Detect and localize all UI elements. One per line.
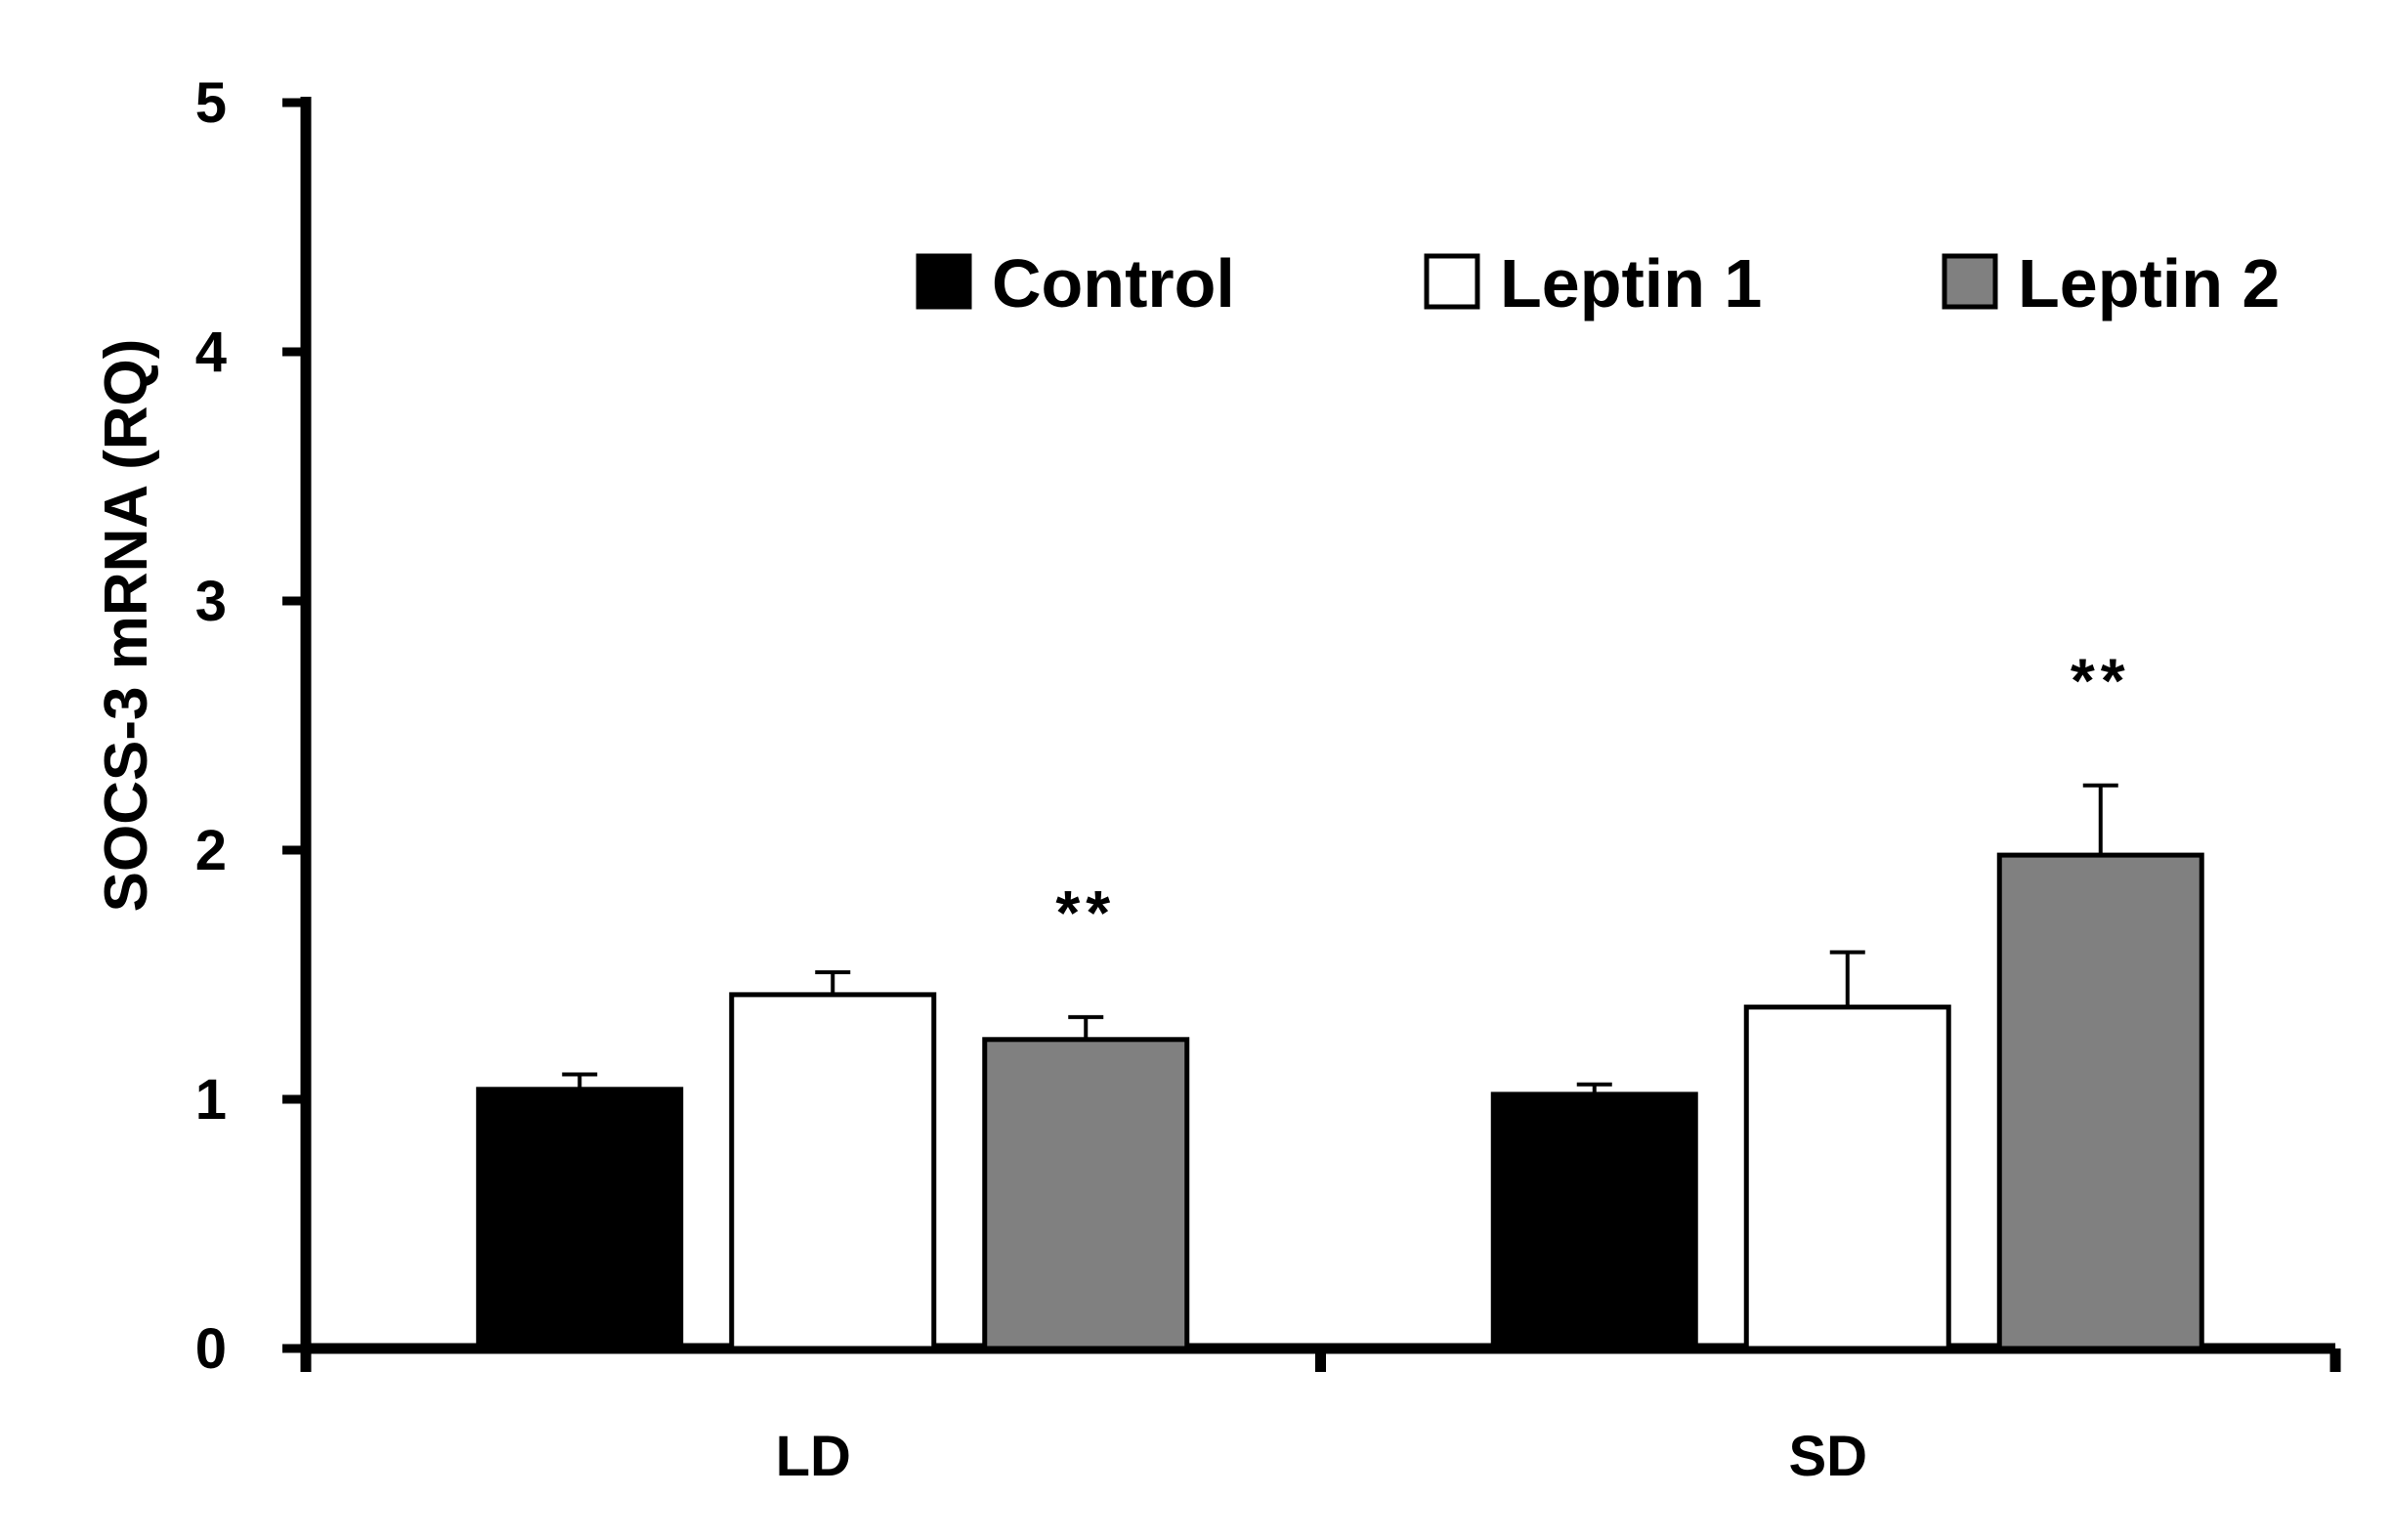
y-tick-label: 4 xyxy=(195,321,227,384)
x-category-label: SD xyxy=(1788,1425,1867,1488)
y-tick-label: 5 xyxy=(195,71,227,135)
significance-annotation: ** xyxy=(1055,877,1116,948)
bar-leptin-2 xyxy=(982,1037,1190,1351)
y-tick-label: 0 xyxy=(195,1317,227,1381)
bar-leptin-1 xyxy=(729,992,937,1351)
bar-leptin-2 xyxy=(1996,852,2204,1351)
bar-leptin-1 xyxy=(1743,1005,1951,1351)
bar-control xyxy=(476,1087,684,1351)
y-tick-label: 3 xyxy=(195,570,227,633)
legend-swatch-control xyxy=(916,253,972,310)
y-tick-label: 2 xyxy=(195,819,227,882)
y-tick-label: 1 xyxy=(195,1068,227,1132)
y-axis-title: SOCS-3 mRNA (RQ) xyxy=(93,339,160,913)
legend-swatch-leptin-1 xyxy=(1424,253,1480,310)
legend: Control Leptin 1 Leptin 2 xyxy=(916,245,2280,321)
legend-swatch-leptin-2 xyxy=(1942,253,1998,310)
legend-label: Control xyxy=(992,245,1235,321)
x-category-label: LD xyxy=(776,1425,851,1488)
plot-area: 0 1 2 3 4 5 SOCS-3 mRNA (RQ) ** LD ** SD xyxy=(93,71,2341,1488)
legend-label: Leptin 2 xyxy=(2018,245,2280,321)
significance-annotation: ** xyxy=(2071,646,2131,716)
bar-control xyxy=(1490,1091,1698,1351)
legend-label: Leptin 1 xyxy=(1500,245,1762,321)
